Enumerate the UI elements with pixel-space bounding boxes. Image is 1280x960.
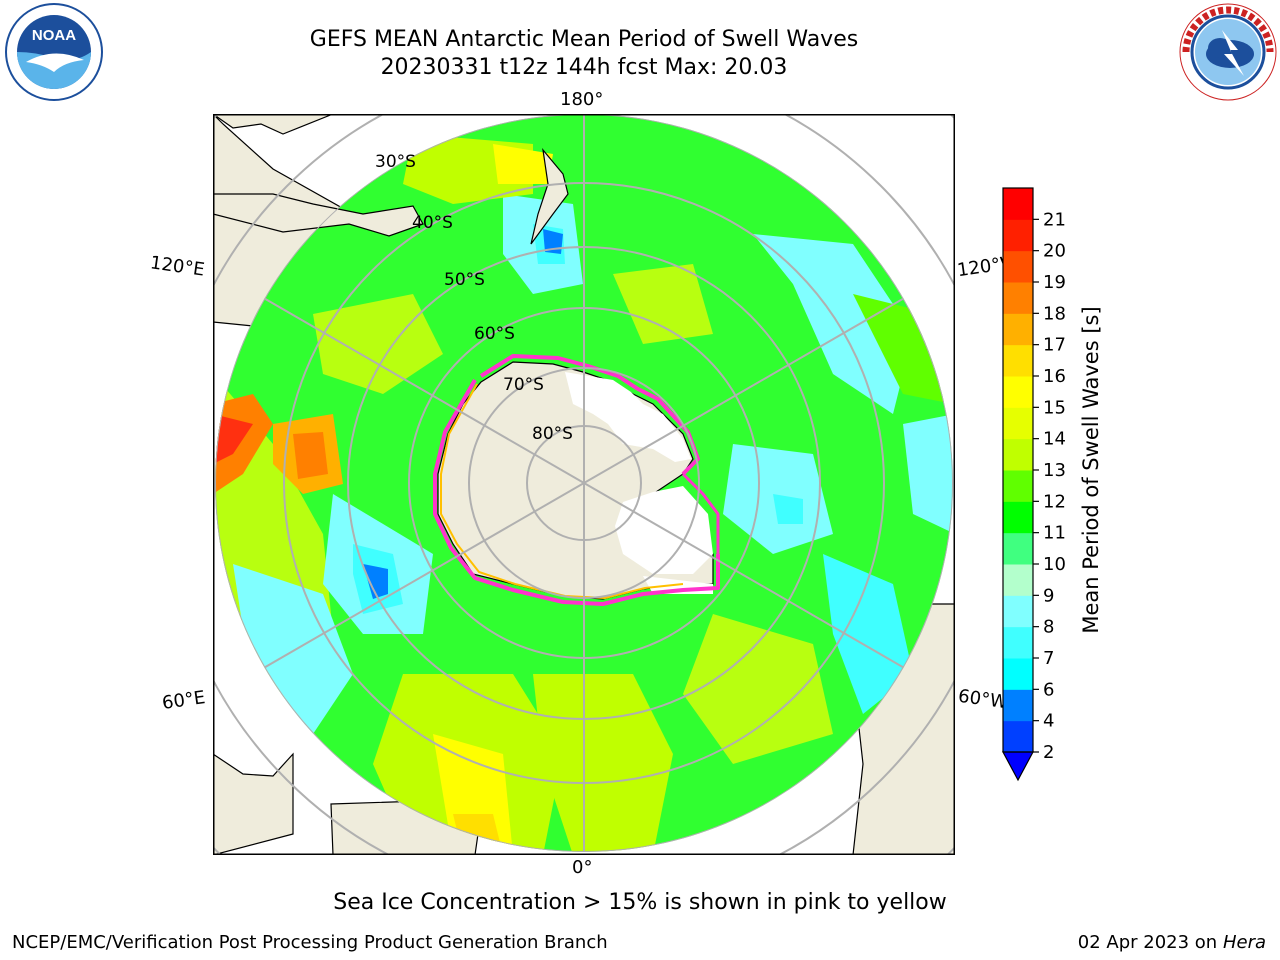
colorbar-block bbox=[1003, 501, 1033, 534]
lat-label-40s: 40°S bbox=[412, 213, 453, 233]
colorbar-extension bbox=[1001, 751, 1035, 782]
colorbar-tick-label: 12 bbox=[1043, 491, 1066, 512]
colorbar-block bbox=[1003, 282, 1033, 314]
colorbar-block bbox=[1003, 407, 1033, 440]
polar-map bbox=[213, 114, 955, 855]
colorbar-tick-label: 4 bbox=[1043, 711, 1054, 732]
colorbar-block bbox=[1003, 720, 1033, 753]
colorbar-tick-label: 11 bbox=[1043, 523, 1066, 544]
lat-label-50s: 50°S bbox=[444, 270, 485, 290]
colorbar-label: Mean Period of Swell Waves [s] bbox=[1079, 306, 1103, 633]
colorbar-block bbox=[1003, 250, 1033, 283]
map-title: GEFS MEAN Antarctic Mean Period of Swell… bbox=[309, 27, 859, 52]
colorbar-tick-label: 16 bbox=[1043, 366, 1066, 387]
colorbar-tick-label: 7 bbox=[1043, 648, 1054, 669]
lat-label-80s: 80°S bbox=[532, 424, 573, 444]
colorbar-block bbox=[1003, 595, 1033, 628]
colorbar: 2 4 6 7 8 9 10 11 12 13 14 15 16 17 18 19 20 21 Mean Peri… bbox=[1001, 187, 1103, 782]
colorbar-block bbox=[1003, 626, 1033, 659]
colorbar-tick-label: 6 bbox=[1043, 679, 1054, 700]
colorbar-tick-label: 20 bbox=[1043, 241, 1066, 262]
colorbar-block bbox=[1003, 470, 1033, 502]
colorbar-tick-label: 13 bbox=[1043, 460, 1066, 481]
colorbar-tick-label: 21 bbox=[1043, 209, 1066, 230]
colorbar-block bbox=[1003, 689, 1033, 722]
lon-label-60e: 60°E bbox=[160, 687, 207, 714]
graticule bbox=[215, 114, 953, 852]
colorbar-tick-label: 14 bbox=[1043, 429, 1066, 450]
colorbar-tick-label: 8 bbox=[1043, 617, 1054, 638]
colorbar-block bbox=[1003, 188, 1033, 220]
map-border bbox=[213, 114, 955, 855]
lon-label-120e: 120°E bbox=[148, 252, 206, 281]
colorbar-block bbox=[1003, 219, 1033, 252]
colorbar-tick-label: 17 bbox=[1043, 335, 1066, 356]
colorbar-tick-label: 2 bbox=[1043, 742, 1054, 763]
colorbar-block bbox=[1003, 344, 1033, 377]
generation-date: 02 Apr 2023 on Hera bbox=[1077, 932, 1266, 953]
colorbar-tick-label: 19 bbox=[1043, 272, 1066, 293]
colorbar-tick-label: 18 bbox=[1043, 303, 1066, 324]
sea-ice-note: Sea Ice Concentration > 15% is shown in … bbox=[333, 890, 947, 915]
colorbar-tick-label: 9 bbox=[1043, 585, 1054, 606]
lon-label-180: 180° bbox=[560, 89, 604, 110]
lon-label-0: 0° bbox=[572, 857, 593, 878]
nws-logo bbox=[1179, 3, 1277, 101]
colorbar-block bbox=[1003, 564, 1033, 596]
lat-label-70s: 70°S bbox=[503, 375, 544, 395]
svg-text:NOAA: NOAA bbox=[32, 27, 76, 44]
colorbar-block bbox=[1003, 376, 1033, 408]
lat-label-30s: 30°S bbox=[375, 152, 416, 172]
lat-label-60s: 60°S bbox=[474, 324, 515, 344]
colorbar-block bbox=[1003, 658, 1033, 690]
colorbar-tick-label: 10 bbox=[1043, 554, 1066, 575]
colorbar-block bbox=[1003, 313, 1033, 346]
colorbar-block bbox=[1003, 532, 1033, 565]
colorbar-block bbox=[1003, 438, 1033, 471]
noaa-logo: NOAA bbox=[5, 3, 103, 101]
producer-credit: NCEP/EMC/Verification Post Processing Pr… bbox=[12, 932, 608, 953]
coastlines bbox=[213, 114, 955, 245]
map-subtitle: 20230331 t12z 144h fcst Max: 20.03 bbox=[380, 55, 788, 80]
colorbar-tick-label: 15 bbox=[1043, 397, 1066, 418]
